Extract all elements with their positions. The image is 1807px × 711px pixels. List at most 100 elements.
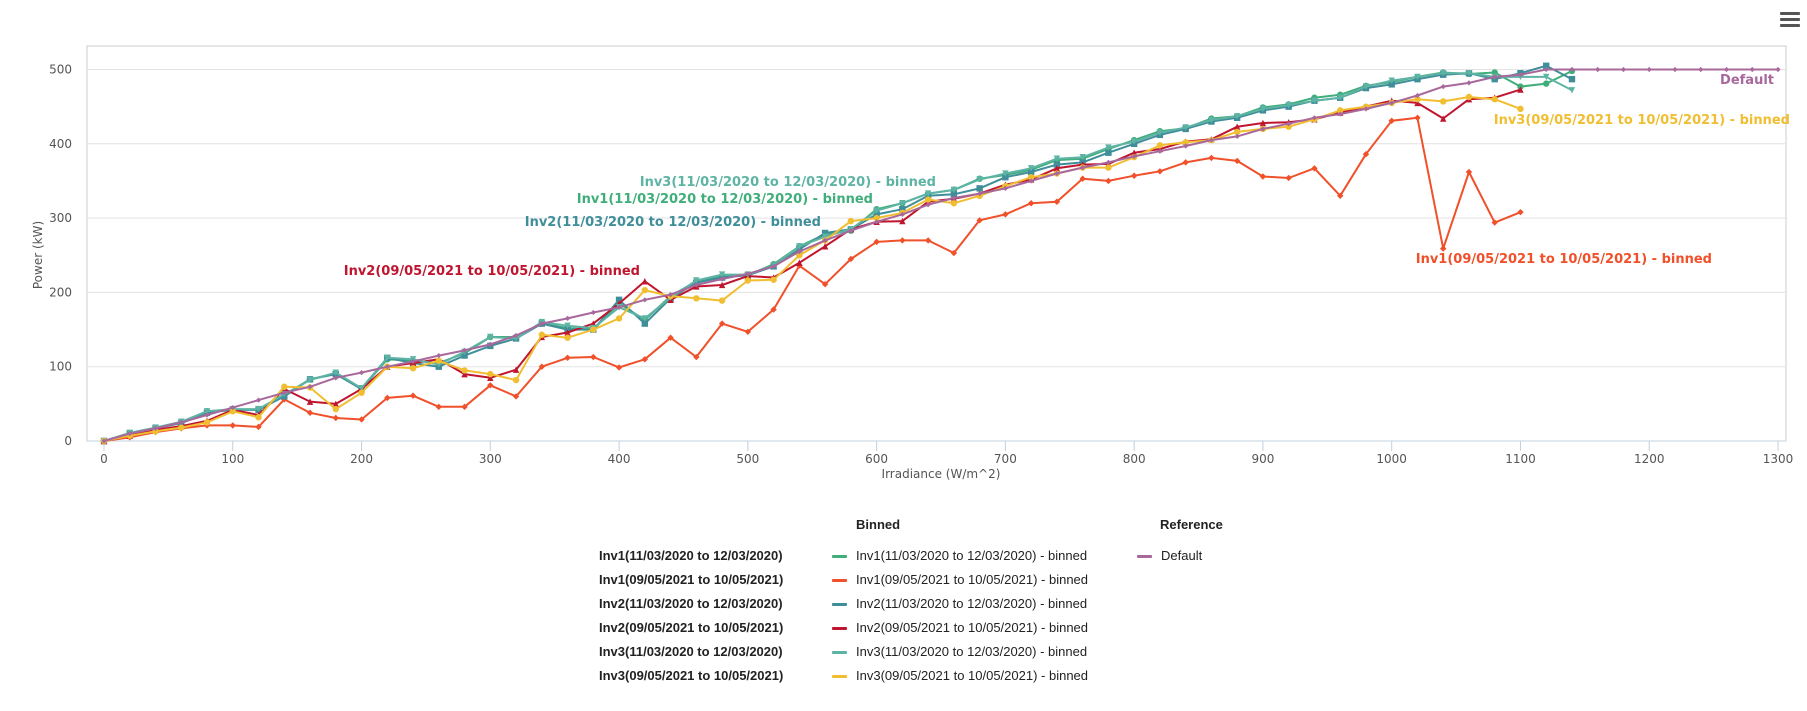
data-point[interactable] [1105, 149, 1112, 156]
data-point[interactable] [332, 414, 339, 422]
data-point[interactable] [1182, 159, 1189, 166]
data-point[interactable] [1182, 139, 1189, 146]
series-line[interactable] [103, 116, 1521, 442]
data-point[interactable] [384, 364, 390, 370]
legend-inverter-item[interactable]: Inv3(09/05/2021 to 10/05/2021) [599, 668, 784, 683]
data-point[interactable] [1182, 124, 1189, 131]
data-point[interactable] [1157, 148, 1163, 154]
data-point[interactable] [1517, 72, 1524, 78]
data-point[interactable] [718, 320, 726, 327]
data-point[interactable] [1440, 245, 1447, 252]
data-point[interactable] [1440, 83, 1446, 90]
data-point[interactable] [487, 333, 494, 341]
data-point[interactable] [229, 422, 236, 429]
data-point[interactable] [564, 354, 571, 361]
data-point[interactable] [1388, 77, 1395, 84]
series-line[interactable] [103, 70, 1573, 442]
data-point[interactable] [1259, 173, 1267, 180]
data-point[interactable] [281, 383, 288, 390]
data-point[interactable] [461, 367, 468, 374]
data-point[interactable] [976, 176, 983, 183]
legend-item[interactable]: Inv2(11/03/2020 to 12/03/2020) - binned [832, 596, 1087, 611]
data-point[interactable] [307, 384, 313, 390]
legend-item[interactable]: Inv3(11/03/2020 to 12/03/2020) - binned [832, 644, 1087, 659]
legend-inverter-item[interactable]: Inv1(11/03/2020 to 12/03/2020) [599, 548, 783, 563]
data-point[interactable] [1620, 66, 1627, 73]
data-point[interactable] [925, 202, 931, 208]
data-point[interactable] [1079, 175, 1086, 182]
data-point[interactable] [1414, 73, 1421, 81]
data-point[interactable] [590, 309, 596, 316]
data-point[interactable] [874, 219, 880, 225]
series-line[interactable] [103, 72, 1573, 442]
data-point[interactable] [332, 369, 339, 376]
data-point[interactable] [1517, 208, 1524, 216]
data-point[interactable] [1233, 128, 1241, 136]
data-point[interactable] [924, 190, 932, 197]
data-point[interactable] [977, 190, 983, 197]
data-point[interactable] [718, 297, 726, 304]
data-point[interactable] [873, 238, 880, 246]
data-point[interactable] [950, 191, 958, 198]
series-line[interactable] [103, 96, 1521, 442]
data-point[interactable] [770, 306, 777, 313]
data-point[interactable] [1388, 117, 1395, 124]
data-point[interactable] [1440, 115, 1447, 122]
data-point[interactable] [461, 370, 468, 378]
data-point[interactable] [616, 304, 622, 310]
data-point[interactable] [1130, 149, 1138, 156]
data-point[interactable] [847, 217, 855, 225]
data-point[interactable] [1233, 113, 1241, 120]
data-point[interactable] [1672, 66, 1678, 73]
data-point[interactable] [1414, 114, 1421, 121]
data-point[interactable] [178, 419, 184, 426]
data-point[interactable] [358, 370, 365, 376]
hamburger-menu-icon[interactable] [1780, 10, 1800, 28]
legend-item[interactable]: Inv3(09/05/2021 to 10/05/2021) - binned [832, 668, 1088, 683]
data-point[interactable] [178, 424, 185, 431]
data-point[interactable] [693, 295, 700, 302]
data-point[interactable] [306, 398, 314, 405]
data-point[interactable] [436, 352, 442, 359]
data-point[interactable] [693, 277, 700, 284]
data-point[interactable] [1698, 66, 1704, 73]
data-point[interactable] [487, 374, 494, 382]
series-line[interactable] [103, 88, 1521, 442]
data-point[interactable] [770, 276, 777, 283]
data-point[interactable] [152, 425, 159, 431]
data-point[interactable] [976, 185, 983, 192]
data-point[interactable] [1259, 105, 1267, 113]
data-point[interactable] [1466, 80, 1472, 86]
data-point[interactable] [1027, 174, 1035, 181]
data-point[interactable] [718, 271, 726, 278]
data-point[interactable] [1491, 219, 1498, 226]
data-point[interactable] [1156, 129, 1164, 136]
data-point[interactable] [1079, 153, 1086, 161]
data-point[interactable] [796, 252, 803, 259]
data-point[interactable] [1646, 66, 1652, 73]
data-point[interactable] [1492, 74, 1498, 80]
data-point[interactable] [796, 248, 802, 255]
data-point[interactable] [950, 200, 958, 207]
data-point[interactable] [564, 315, 571, 322]
data-point[interactable] [512, 366, 520, 373]
data-point[interactable] [1105, 177, 1112, 185]
data-point[interactable] [487, 382, 494, 389]
data-point[interactable] [1362, 151, 1370, 158]
data-point[interactable] [1002, 174, 1009, 181]
data-point[interactable] [1131, 153, 1137, 160]
data-point[interactable] [924, 237, 932, 244]
data-point[interactable] [255, 423, 262, 431]
data-point[interactable] [1259, 119, 1267, 127]
data-point[interactable] [641, 320, 649, 327]
data-point[interactable] [1311, 165, 1318, 172]
data-point[interactable] [873, 207, 880, 214]
data-point[interactable] [899, 217, 906, 225]
data-point[interactable] [873, 214, 880, 222]
data-point[interactable] [1543, 80, 1550, 87]
data-point[interactable] [1130, 138, 1138, 145]
data-point[interactable] [538, 331, 546, 338]
data-point[interactable] [1208, 154, 1215, 162]
data-point[interactable] [1465, 168, 1473, 176]
data-point[interactable] [1336, 94, 1344, 101]
